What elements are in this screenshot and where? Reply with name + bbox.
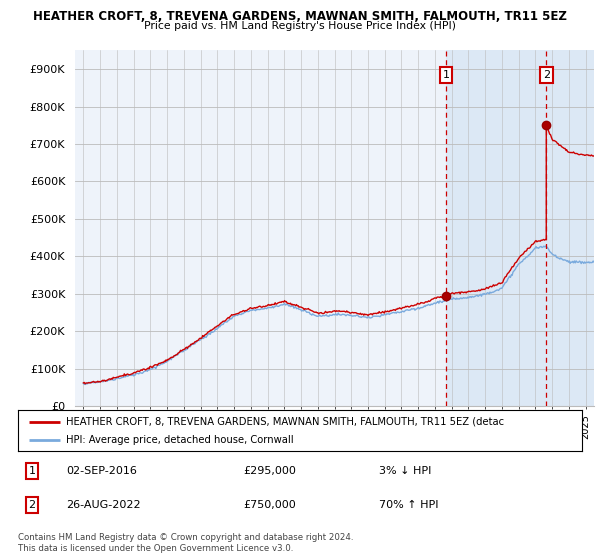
Text: HEATHER CROFT, 8, TREVENA GARDENS, MAWNAN SMITH, FALMOUTH, TR11 5EZ: HEATHER CROFT, 8, TREVENA GARDENS, MAWNA… xyxy=(33,10,567,23)
Text: 2: 2 xyxy=(543,70,550,80)
Text: 26-AUG-2022: 26-AUG-2022 xyxy=(66,500,140,510)
Text: 02-SEP-2016: 02-SEP-2016 xyxy=(66,466,137,476)
Text: HPI: Average price, detached house, Cornwall: HPI: Average price, detached house, Corn… xyxy=(66,435,293,445)
Text: 70% ↑ HPI: 70% ↑ HPI xyxy=(379,500,439,510)
Text: £295,000: £295,000 xyxy=(244,466,296,476)
Text: £750,000: £750,000 xyxy=(244,500,296,510)
Text: 1: 1 xyxy=(29,466,35,476)
Text: Contains HM Land Registry data © Crown copyright and database right 2024.
This d: Contains HM Land Registry data © Crown c… xyxy=(18,533,353,553)
Bar xyxy=(75,50,446,406)
Text: HEATHER CROFT, 8, TREVENA GARDENS, MAWNAN SMITH, FALMOUTH, TR11 5EZ (detac: HEATHER CROFT, 8, TREVENA GARDENS, MAWNA… xyxy=(66,417,504,427)
Text: 3% ↓ HPI: 3% ↓ HPI xyxy=(379,466,431,476)
Text: 1: 1 xyxy=(443,70,449,80)
Text: Price paid vs. HM Land Registry's House Price Index (HPI): Price paid vs. HM Land Registry's House … xyxy=(144,21,456,31)
Text: 2: 2 xyxy=(29,500,35,510)
